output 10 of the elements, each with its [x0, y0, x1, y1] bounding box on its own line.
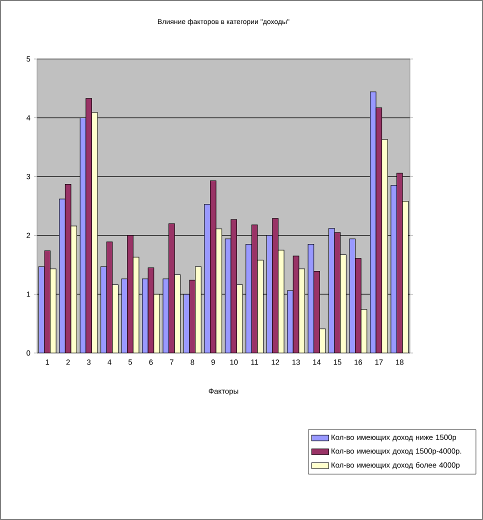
- bar: [86, 98, 92, 353]
- bar: [168, 223, 175, 353]
- bar: [195, 266, 202, 353]
- bar: [127, 235, 134, 353]
- bar: [272, 218, 278, 353]
- bar: [340, 254, 346, 353]
- bar: [314, 271, 320, 353]
- bar: [154, 294, 160, 353]
- bar: [355, 258, 362, 353]
- bar: [382, 139, 388, 353]
